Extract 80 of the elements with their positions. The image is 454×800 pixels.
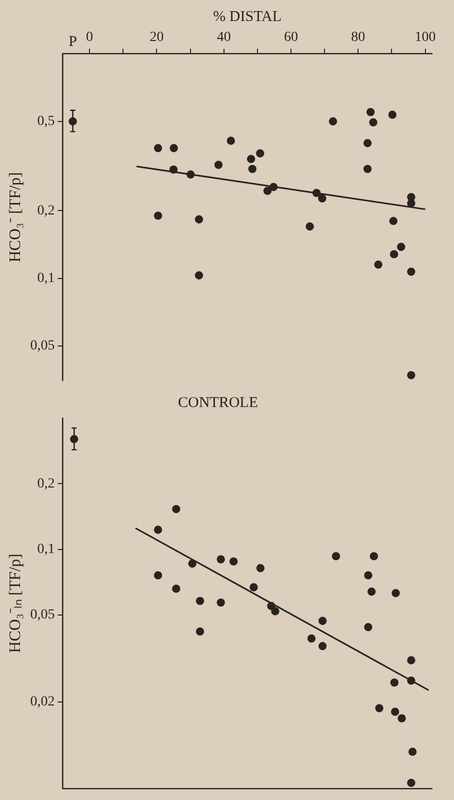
chart-title: CONTROLE — [178, 394, 258, 411]
point — [186, 170, 195, 179]
point — [172, 504, 180, 514]
point — [363, 139, 372, 148]
point — [407, 778, 416, 787]
point — [392, 589, 400, 598]
point — [364, 571, 372, 580]
point — [248, 164, 256, 174]
x-tick-label: 100 — [414, 30, 436, 46]
point — [390, 708, 400, 716]
point — [263, 186, 272, 196]
point — [312, 188, 321, 198]
point — [375, 704, 384, 712]
point — [407, 199, 416, 208]
point — [407, 676, 416, 685]
y-tick-label: 0,02 — [30, 694, 55, 710]
point — [154, 144, 162, 152]
point — [188, 560, 196, 568]
y-tick-label: 0,05 — [30, 608, 55, 623]
point — [307, 634, 316, 643]
point — [328, 117, 338, 126]
point — [267, 602, 276, 610]
point — [407, 268, 416, 276]
point — [398, 714, 406, 722]
point — [194, 215, 204, 224]
point — [256, 149, 264, 158]
x-tick-label: 40 — [216, 30, 231, 46]
point — [169, 165, 178, 174]
y-tick-label: 0,05 — [30, 338, 55, 354]
y-tick-label: 0,2 — [37, 203, 55, 218]
point — [366, 108, 375, 116]
point — [390, 678, 398, 687]
point — [390, 250, 398, 258]
point — [226, 136, 235, 145]
x-axis-title: % DISTAL — [213, 8, 282, 25]
point — [269, 182, 278, 192]
point — [388, 110, 396, 119]
point — [408, 748, 417, 756]
point — [216, 598, 225, 607]
point — [318, 194, 326, 202]
point — [246, 154, 256, 164]
y-tick-label: 0,1 — [37, 270, 55, 286]
x-tick-label: 60 — [284, 30, 298, 46]
y-axis-title: HCO₃⁻ₗₙ [TF/p] — [6, 554, 24, 653]
point — [172, 584, 180, 593]
point — [407, 371, 416, 380]
point — [369, 118, 378, 126]
point — [196, 627, 204, 636]
point — [250, 583, 258, 592]
point — [216, 555, 225, 564]
point — [332, 552, 340, 560]
y-tick-label: 0,1 — [37, 542, 55, 557]
point — [367, 588, 376, 596]
point — [271, 607, 280, 616]
text: P — [68, 34, 77, 50]
point — [363, 164, 372, 174]
point — [154, 526, 162, 534]
point — [370, 552, 378, 560]
point — [229, 557, 238, 566]
point — [407, 656, 416, 664]
y-tick-label: 0,5 — [37, 114, 55, 130]
y-axis-title: HCO₃⁻ [TF/p] — [6, 172, 24, 262]
point — [306, 222, 314, 231]
point — [374, 260, 382, 269]
point — [364, 623, 372, 632]
x-tick-label: 0 — [86, 30, 94, 46]
point — [170, 144, 178, 152]
x-tick-label: 20 — [150, 30, 164, 46]
point — [397, 242, 406, 251]
point — [154, 212, 162, 220]
point — [154, 571, 162, 580]
point — [196, 596, 204, 606]
point — [318, 616, 327, 625]
point — [214, 160, 223, 169]
point — [389, 216, 398, 226]
y-tick-label: 0,2 — [37, 476, 55, 492]
x-tick-label: 80 — [351, 30, 366, 46]
point — [194, 271, 204, 280]
point — [256, 564, 265, 572]
point — [318, 642, 327, 650]
